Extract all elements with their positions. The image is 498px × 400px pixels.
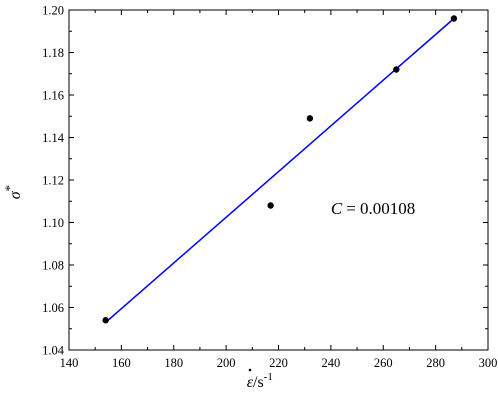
annotation-value: = 0.00108 xyxy=(346,199,415,218)
y-tick-label: 1.18 xyxy=(42,46,64,60)
x-tick-label: 260 xyxy=(374,356,393,370)
x-tick-label: 300 xyxy=(479,356,498,370)
y-axis-title: σ* xyxy=(2,185,24,199)
y-tick-label: 1.06 xyxy=(42,301,64,315)
tick-labels: 140 160 180 200 220 240 260 280 300 1.04 1.06 1.08 1… xyxy=(42,4,497,371)
y-tick-label: 1.10 xyxy=(42,216,64,230)
x-tick-label: 140 xyxy=(60,356,79,370)
axis-ticks xyxy=(68,9,489,351)
x-axis-unit-exp: -1 xyxy=(264,371,273,383)
y-tick-label: 1.14 xyxy=(42,131,65,145)
data-points xyxy=(102,15,458,324)
x-axis-unit: /s-1 xyxy=(253,371,273,391)
y-axis-sup: * xyxy=(2,185,17,192)
x-axis-unit-text: /s xyxy=(253,374,264,391)
x-tick-label: 280 xyxy=(426,356,445,370)
x-tick-label: 160 xyxy=(112,356,131,370)
y-axis-symbol: σ xyxy=(7,190,24,199)
x-tick-label: 220 xyxy=(269,356,288,370)
x-axis-symbol: ε xyxy=(247,374,254,391)
fit-line xyxy=(105,17,455,323)
y-tick-label: 1.20 xyxy=(42,4,64,18)
data-point xyxy=(450,15,458,22)
data-point xyxy=(102,317,109,324)
annotation: C = 0.00108 xyxy=(331,199,415,218)
annotation-symbol: C xyxy=(331,199,343,218)
x-tick-label: 200 xyxy=(217,356,236,370)
y-tick-label: 1.16 xyxy=(42,89,64,103)
x-tick-label: 240 xyxy=(322,356,341,370)
data-point xyxy=(306,115,314,122)
data-point xyxy=(393,66,400,73)
y-tick-label: 1.12 xyxy=(42,174,64,188)
y-tick-label: 1.08 xyxy=(42,259,64,273)
data-point xyxy=(267,202,274,209)
y-tick-label: 1.04 xyxy=(42,344,65,358)
x-axis-title: ε /s-1 xyxy=(247,368,273,391)
x-tick-label: 180 xyxy=(164,356,183,370)
fit-line-group xyxy=(105,17,455,323)
x-axis-symbol-dot xyxy=(248,368,252,372)
